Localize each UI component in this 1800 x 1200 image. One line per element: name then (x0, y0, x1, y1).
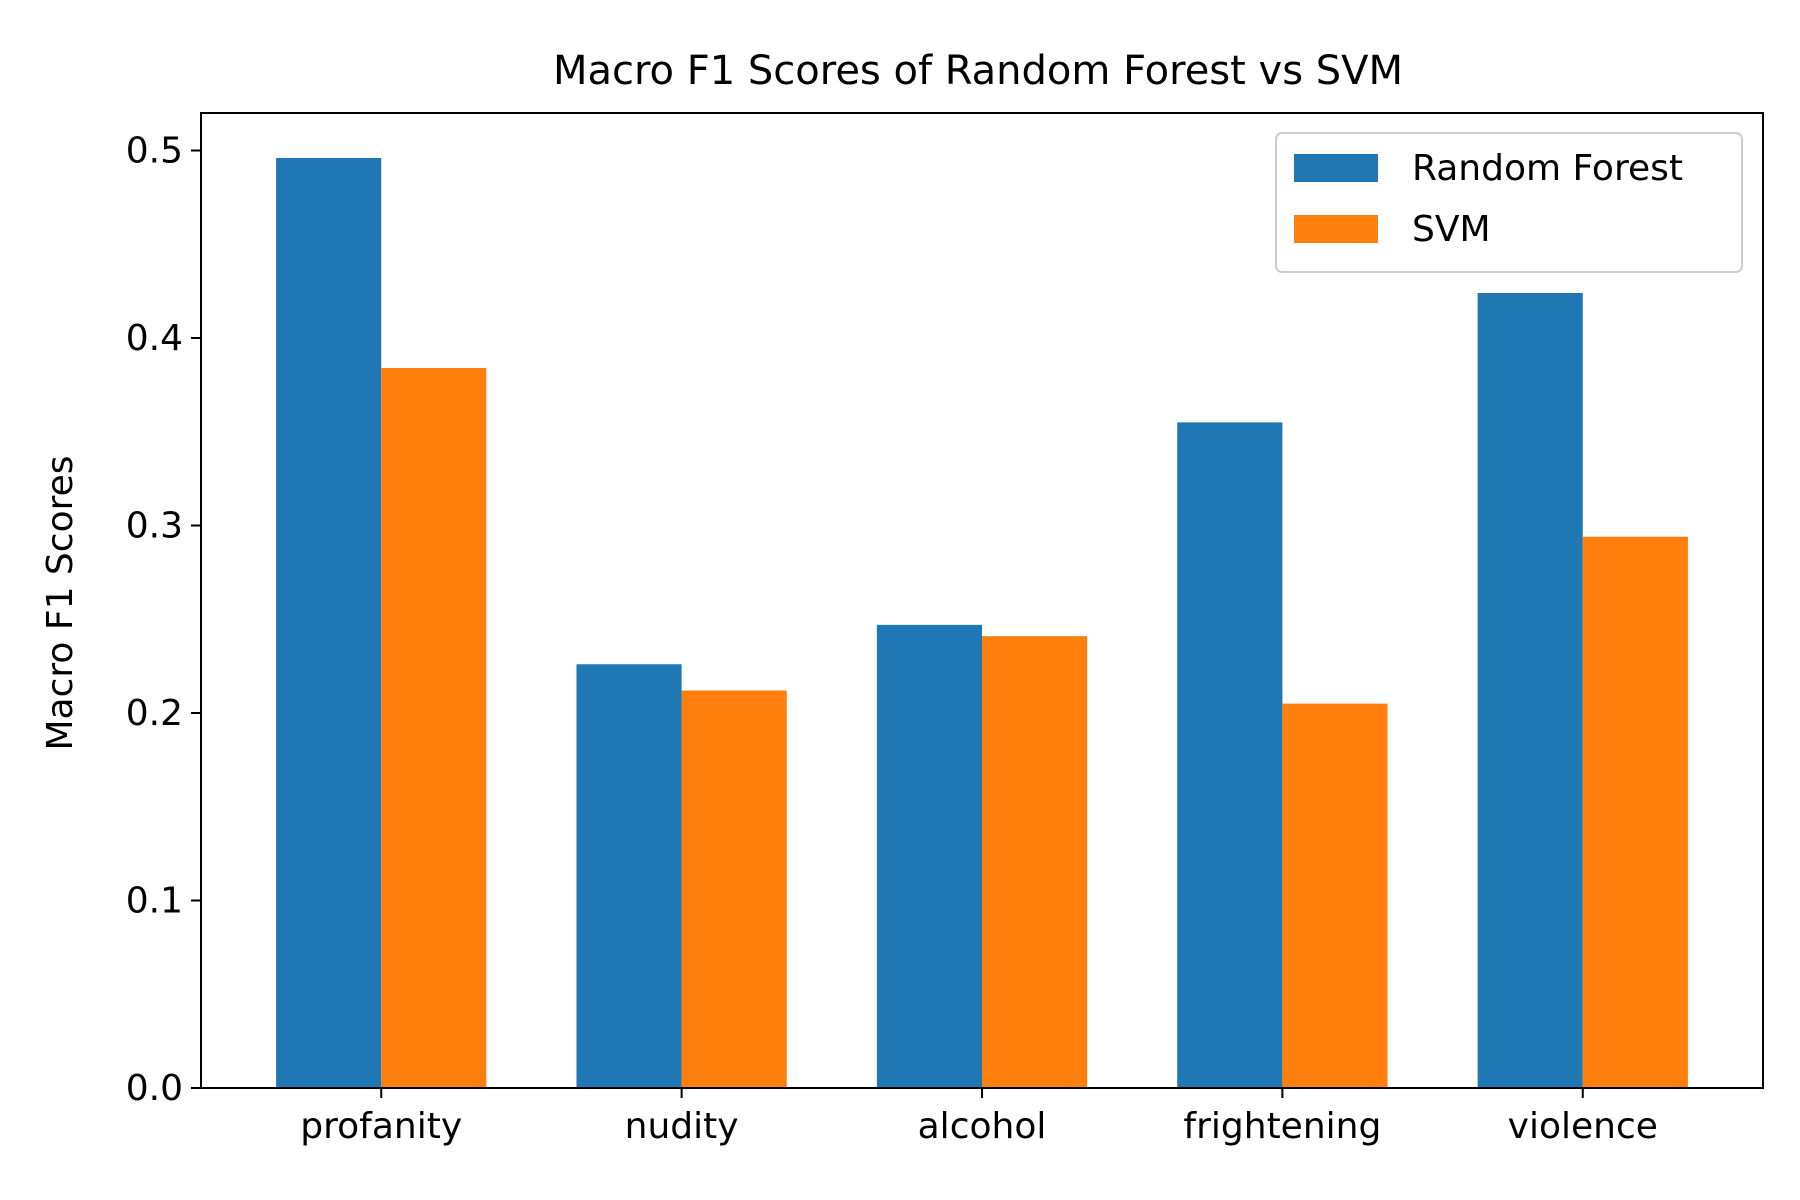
bar-random-forest-nudity (576, 664, 682, 1088)
chart-title: Macro F1 Scores of Random Forest vs SVM (553, 48, 1403, 94)
bar-random-forest-alcohol (876, 624, 982, 1088)
x-tick-label-frightening: frightening (1183, 1106, 1381, 1147)
bar-svm-alcohol (982, 636, 1088, 1088)
bars-group (276, 158, 1688, 1088)
legend-label-random-forest: Random Forest (1412, 148, 1683, 189)
y-tick-label: 0.5 (126, 131, 183, 172)
legend-swatch-svm (1294, 215, 1378, 243)
legend-box (1275, 132, 1743, 273)
bar-random-forest-frightening (1177, 422, 1283, 1088)
y-axis-ticks: 0.0 0.1 0.2 0.3 0.4 0.5 (126, 131, 201, 1109)
x-tick-label-alcohol: alcohol (918, 1106, 1047, 1147)
bar-svm-frightening (1282, 703, 1388, 1088)
y-tick-label: 0.4 (126, 318, 183, 359)
x-tick-label-violence: violence (1508, 1106, 1658, 1147)
bar-random-forest-violence (1477, 293, 1583, 1088)
y-axis-label: Macro F1 Scores (40, 455, 81, 750)
x-axis-ticks: profanity nudity alcohol frightening violenc… (300, 1088, 1658, 1147)
plot-frame (200, 112, 1764, 1089)
bar-svm-violence (1582, 536, 1688, 1088)
legend-label-svm: SVM (1412, 209, 1491, 250)
bar-random-forest-profanity (276, 158, 382, 1088)
legend-swatch-random-forest (1294, 154, 1378, 182)
x-tick-label-profanity: profanity (300, 1106, 462, 1147)
y-tick-label: 0.3 (126, 506, 183, 547)
x-tick-label-nudity: nudity (625, 1106, 739, 1147)
y-tick-label: 0.0 (126, 1068, 183, 1109)
bar-svm-profanity (381, 368, 487, 1088)
bar-svm-nudity (681, 690, 787, 1088)
y-tick-label: 0.2 (126, 693, 183, 734)
y-tick-label: 0.1 (126, 881, 183, 922)
legend: Random Forest SVM (1275, 132, 1743, 273)
